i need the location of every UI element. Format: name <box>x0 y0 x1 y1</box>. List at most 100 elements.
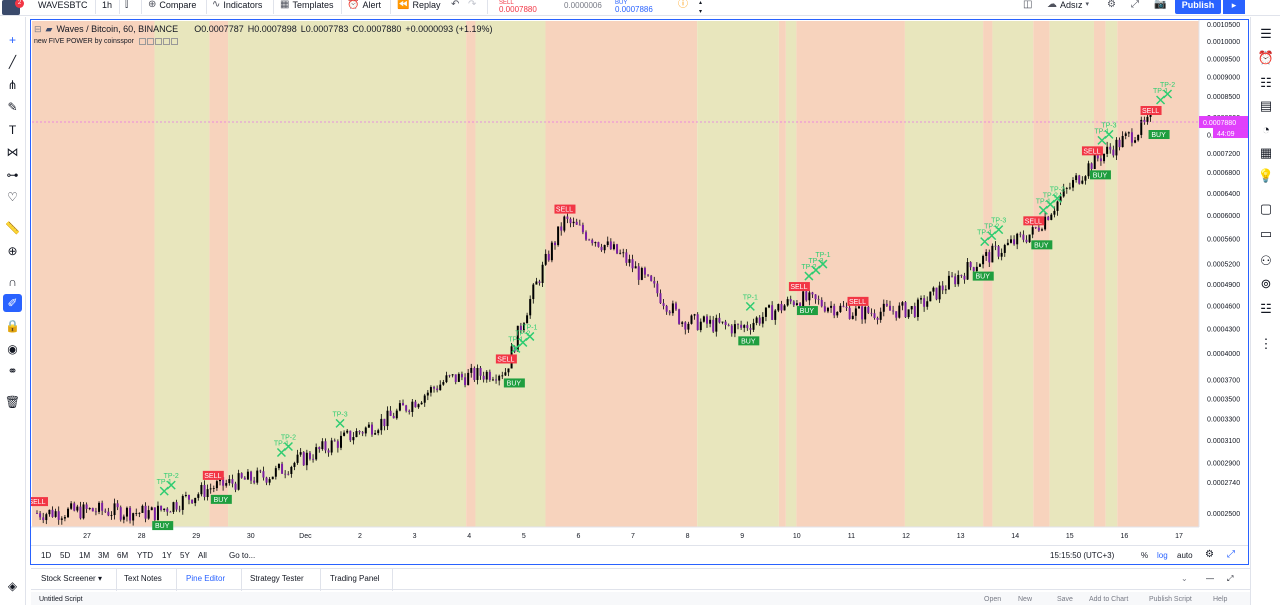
layers-icon[interactable]: ◈ <box>7 579 18 593</box>
candle-body <box>960 274 963 276</box>
candle-body <box>1127 132 1130 134</box>
period-all[interactable]: All <box>198 551 207 560</box>
tab-stock-screener[interactable]: Stock Screener ▾ <box>41 574 102 583</box>
tab-trading-panel[interactable]: Trading Panel <box>330 574 380 583</box>
chat-icon[interactable]: ▭ <box>1259 226 1273 241</box>
order-stepper[interactable]: ▴ ▾ <box>699 0 702 16</box>
tab-pine-editor[interactable]: Pine Editor <box>186 574 226 583</box>
candle-body <box>743 325 746 328</box>
prediction-icon[interactable]: ⊶ <box>6 168 19 182</box>
source-icon[interactable] <box>154 38 162 45</box>
goto-button[interactable]: Go to... <box>229 551 256 560</box>
period-5d[interactable]: 5D <box>60 551 71 560</box>
period-1m[interactable]: 1M <box>79 551 91 560</box>
gear-icon[interactable]: ⚙ <box>1205 549 1214 560</box>
publish-options-button[interactable]: ▸ <box>1223 0 1245 14</box>
period-ytd[interactable]: YTD <box>137 551 153 560</box>
more-options-icon[interactable]: ⌄ <box>1181 574 1188 583</box>
log-toggle[interactable]: log <box>1157 551 1168 560</box>
candle-body <box>48 509 51 515</box>
more-icon[interactable] <box>162 38 170 45</box>
signal-icon[interactable]: ⚇ <box>1260 253 1272 268</box>
broadcast-icon[interactable]: ⊚ <box>1260 276 1272 291</box>
ideas-icon[interactable]: 💡 <box>1257 168 1275 183</box>
save-layout-button[interactable]: ☁ Adsız ▾ <box>1047 0 1089 16</box>
data-window-icon[interactable]: ☷ <box>1260 75 1272 90</box>
candle-body <box>721 321 724 323</box>
layout-button[interactable]: ◫ <box>1023 0 1032 16</box>
more-icon[interactable]: ⋮ <box>1259 336 1273 351</box>
percent-toggle[interactable]: % <box>1141 551 1149 560</box>
buy-quote-button[interactable]: BUY 0.0007886 <box>612 0 670 16</box>
watchlist-icon[interactable]: ☰ <box>1260 26 1272 41</box>
save-button[interactable]: Save <box>1057 596 1073 603</box>
chart-pane[interactable]: 0.0010500 0.0010000 0.0009500 0.0009000 0.00… <box>30 19 1249 565</box>
crosshair-icon[interactable]: + <box>8 33 16 47</box>
collapse-icon[interactable]: ⊟ <box>34 24 42 34</box>
zone-bull <box>228 21 467 527</box>
candle-body <box>305 452 308 466</box>
candle-body <box>1099 158 1102 162</box>
maximize-icon[interactable]: ⤢ <box>1227 549 1235 560</box>
close-icon[interactable] <box>170 38 178 45</box>
indicators-button[interactable]: ∿ Indicators <box>212 0 262 16</box>
calendar-icon[interactable]: ▦ <box>1259 145 1273 160</box>
eye-icon[interactable] <box>138 38 146 45</box>
interval-button[interactable]: 1h <box>102 0 112 16</box>
auto-toggle[interactable]: auto <box>1177 551 1193 560</box>
ruler-icon[interactable]: 📏 <box>5 221 20 235</box>
period-1y[interactable]: 1Y <box>162 551 172 560</box>
templates-button[interactable]: ▦ Templates <box>280 0 333 16</box>
pattern-icon[interactable]: ⋈ <box>6 145 19 159</box>
order-panel-icon[interactable]: ☳ <box>1260 301 1272 316</box>
fullscreen-button[interactable]: ⤢ <box>1131 0 1139 16</box>
eye-icon[interactable]: ◉ <box>7 342 18 356</box>
new-button[interactable]: New <box>1018 596 1033 603</box>
period-5y[interactable]: 5Y <box>180 551 190 560</box>
hotlist-icon[interactable]: ◔ <box>1262 122 1270 137</box>
pitchfork-icon[interactable]: ⋔ <box>7 78 18 92</box>
candle-body <box>814 294 817 300</box>
snapshot-button[interactable]: 📷 <box>1154 0 1166 16</box>
script-title[interactable]: Untitled Script <box>39 596 83 603</box>
redo-button[interactable]: ↷ <box>468 0 476 16</box>
stay-drawing-icon[interactable]: ✐ <box>3 294 22 312</box>
gear-icon[interactable] <box>146 38 154 45</box>
add-to-chart-button[interactable]: Add to Chart <box>1089 596 1129 603</box>
period-3m[interactable]: 3M <box>98 551 110 560</box>
indicator-controls[interactable] <box>138 38 178 47</box>
period-6m[interactable]: 6M <box>117 551 129 560</box>
news-icon[interactable]: ▤ <box>1259 98 1273 113</box>
tab-strategy-tester[interactable]: Strategy Tester <box>250 574 304 583</box>
lock-icon[interactable]: 🔒 <box>5 319 20 333</box>
info-button[interactable]: ⓘ <box>678 0 688 16</box>
minimize-icon[interactable]: — <box>1206 574 1214 583</box>
maximize-panel-icon[interactable]: ⤢ <box>1227 574 1234 583</box>
price-chart[interactable]: 0.0010500 0.0010000 0.0009500 0.0009000 0.00… <box>31 20 1248 545</box>
alarm-clock-icon[interactable]: ⏰ <box>1257 50 1275 65</box>
period-1d[interactable]: 1D <box>41 551 52 560</box>
sell-quote-button[interactable]: SELL 0.0007880 <box>496 0 554 16</box>
symbol-search[interactable]: WAVESBTC <box>38 0 88 16</box>
tab-text-notes[interactable]: Text Notes <box>124 574 162 583</box>
compare-button[interactable]: ⊕ Compare <box>148 0 196 16</box>
help-button[interactable]: Help <box>1213 596 1228 603</box>
streams-icon[interactable]: ▢ <box>1259 201 1273 216</box>
trendline-icon[interactable]: ╱ <box>8 55 17 69</box>
publish-script-button[interactable]: Publish Script <box>1149 596 1192 603</box>
shapes-icon[interactable]: ♡ <box>7 190 18 204</box>
zoom-in-icon[interactable]: ⊕ <box>7 244 18 258</box>
replay-button[interactable]: ⏪ Replay <box>397 0 440 16</box>
brush-icon[interactable]: ✎ <box>7 100 18 114</box>
open-button[interactable]: Open <box>984 596 1002 603</box>
publish-button[interactable]: Publish <box>1175 0 1221 14</box>
magnet-icon[interactable]: ∩ <box>8 275 17 289</box>
trash-icon[interactable]: 🗑 <box>4 395 21 409</box>
text-icon[interactable]: T <box>8 123 17 137</box>
settings-button[interactable]: ⚙ <box>1107 0 1116 16</box>
chart-style-button[interactable]: ⫿ <box>125 0 128 16</box>
alert-button[interactable]: ⏰ Alert <box>347 0 381 16</box>
link-icon[interactable]: ⚭ <box>7 364 18 378</box>
clock[interactable]: 15:15:50 (UTC+3) <box>1050 551 1115 560</box>
undo-button[interactable]: ↶ <box>451 0 459 16</box>
